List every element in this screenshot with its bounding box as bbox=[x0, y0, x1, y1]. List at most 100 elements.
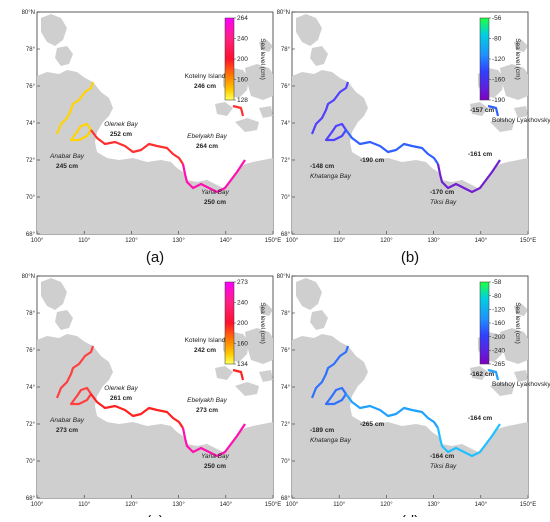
map-panel-b: 80°N 78° 76° 74° 72° 70° 68°100° 110° 120° 130° 14… bbox=[277, 10, 550, 266]
sea-level-value: 245 cm bbox=[56, 163, 78, 170]
colorbar-tick-label: -80 bbox=[492, 293, 502, 300]
sea-level-value: 273 cm bbox=[196, 407, 218, 414]
colorbar bbox=[479, 281, 490, 365]
panel-caption: (a) bbox=[146, 249, 164, 266]
lat-tick-label: 76° bbox=[281, 348, 291, 354]
lat-tick-label: 76° bbox=[26, 84, 36, 90]
colorbar-tick-label: -58 bbox=[492, 279, 502, 286]
lon-tick-label: 140° bbox=[220, 502, 233, 508]
colorbar-tick-label: 240 bbox=[237, 36, 248, 43]
lat-tick-label: 68° bbox=[26, 232, 36, 238]
colorbar-tick-label: 128 bbox=[237, 97, 248, 104]
lon-tick-label: 100° bbox=[286, 502, 299, 508]
lon-tick-label: 140° bbox=[220, 238, 233, 244]
lat-tick-label: 74° bbox=[281, 121, 291, 127]
place-label: Yana Bay bbox=[201, 189, 229, 196]
lon-tick-label: 120° bbox=[380, 502, 393, 508]
lon-tick-label: 120° bbox=[125, 502, 138, 508]
sea-level-track bbox=[55, 81, 95, 135]
lat-tick-label: 78° bbox=[281, 311, 291, 317]
colorbar-tick-label: -160 bbox=[492, 77, 505, 84]
lat-tick-label: 80°N bbox=[22, 10, 35, 16]
sea-level-value: -190 cm bbox=[360, 157, 384, 164]
colorbar-tick-label: 160 bbox=[237, 77, 248, 84]
sea-level-track bbox=[55, 345, 95, 399]
panel-caption: (b) bbox=[401, 249, 419, 266]
lon-tick-label: 110° bbox=[78, 502, 91, 508]
colorbar bbox=[224, 281, 235, 365]
colorbar bbox=[224, 17, 235, 101]
map-panel-a: 80°N 78° 76° 74° 72° 70° 68°100° 110° 120° 130° 14… bbox=[22, 10, 282, 266]
place-label: Khatanga Bay bbox=[310, 437, 352, 444]
lon-tick-label: 130° bbox=[172, 502, 185, 508]
sea-level-value: 250 cm bbox=[204, 199, 226, 206]
colorbar-tick-label: 160 bbox=[237, 341, 248, 348]
lat-tick-label: 78° bbox=[281, 47, 291, 53]
colorbar-tick-label: -80 bbox=[492, 36, 502, 43]
sea-level-track bbox=[90, 393, 184, 429]
place-label: Bolshoy Lyakhovsky Island bbox=[492, 117, 550, 124]
sea-level-track bbox=[487, 368, 500, 381]
lon-tick-label: 100° bbox=[286, 238, 299, 244]
colorbar bbox=[479, 17, 490, 101]
place-label: Olenek Bay bbox=[104, 385, 138, 392]
lat-tick-label: 68° bbox=[281, 232, 291, 238]
lon-tick-label: 150°E bbox=[520, 238, 536, 244]
map-panel-d: 80°N 78° 76° 74° 72° 70° 68°100° 110° 120° 130° 14… bbox=[277, 274, 550, 522]
sea-level-value: 264 cm bbox=[196, 143, 218, 150]
colorbar-title: Sea level (cm) bbox=[514, 302, 521, 344]
colorbar-tick-label: 200 bbox=[237, 56, 248, 63]
lon-tick-label: 110° bbox=[333, 238, 346, 244]
colorbar-tick-label: -120 bbox=[492, 56, 505, 63]
colorbar-tick-label: -120 bbox=[492, 307, 505, 314]
lon-tick-label: 140° bbox=[475, 238, 488, 244]
sea-level-track bbox=[181, 159, 246, 194]
place-label: Bolshoy Lyakhovsky Island bbox=[492, 381, 550, 388]
lon-tick-label: 150°E bbox=[265, 238, 281, 244]
sea-level-track bbox=[232, 368, 245, 381]
place-label: Ebelyakh Bay bbox=[187, 397, 227, 404]
place-label: Anabar Bay bbox=[49, 153, 85, 160]
sea-level-value: -148 cm bbox=[310, 163, 334, 170]
lon-tick-label: 110° bbox=[333, 502, 346, 508]
place-label: Kotelny Island bbox=[185, 337, 226, 344]
colorbar-tick-label: -200 bbox=[492, 334, 505, 341]
lat-tick-label: 80°N bbox=[277, 274, 290, 280]
sea-level-value: -157 cm bbox=[470, 107, 494, 114]
sea-level-value: -162 cm bbox=[470, 371, 494, 378]
colorbar-title: Sea level (cm) bbox=[259, 302, 266, 344]
colorbar-tick-label: -190 bbox=[492, 97, 505, 104]
colorbar-tick-label: 200 bbox=[237, 320, 248, 327]
place-label: Tiksi Bay bbox=[430, 463, 457, 470]
sea-level-track bbox=[69, 386, 93, 406]
lon-tick-label: 120° bbox=[380, 238, 393, 244]
place-label: Olenek Bay bbox=[104, 121, 138, 128]
lon-tick-label: 130° bbox=[172, 238, 185, 244]
place-label: Yana Bay bbox=[201, 453, 229, 460]
lon-tick-label: 130° bbox=[427, 238, 440, 244]
sea-level-value: -170 cm bbox=[430, 189, 454, 196]
sea-level-value: -164 cm bbox=[430, 453, 454, 460]
colorbar-tick-label: 273 bbox=[237, 279, 248, 286]
lon-tick-label: 140° bbox=[475, 502, 488, 508]
lon-tick-label: 150°E bbox=[520, 502, 536, 508]
lat-tick-label: 74° bbox=[26, 385, 36, 391]
sea-level-value: -189 cm bbox=[310, 427, 334, 434]
sea-level-track bbox=[436, 423, 501, 458]
sea-level-track bbox=[487, 104, 500, 117]
sea-level-track bbox=[345, 393, 439, 429]
lon-tick-label: 100° bbox=[31, 238, 44, 244]
sea-level-value: 261 cm bbox=[110, 395, 132, 402]
lon-tick-label: 150°E bbox=[265, 502, 281, 508]
place-label: Ebelyakh Bay bbox=[187, 133, 227, 140]
colorbar-tick-label: 134 bbox=[237, 361, 248, 368]
sea-level-track bbox=[181, 423, 246, 458]
sea-level-track bbox=[310, 81, 350, 135]
colorbar-tick-label: -240 bbox=[492, 348, 505, 355]
lon-tick-label: 120° bbox=[125, 238, 138, 244]
lon-tick-label: 110° bbox=[78, 238, 91, 244]
lat-tick-label: 76° bbox=[281, 84, 291, 90]
place-label: Kotelny Island bbox=[185, 73, 226, 80]
lat-tick-label: 80°N bbox=[22, 274, 35, 280]
